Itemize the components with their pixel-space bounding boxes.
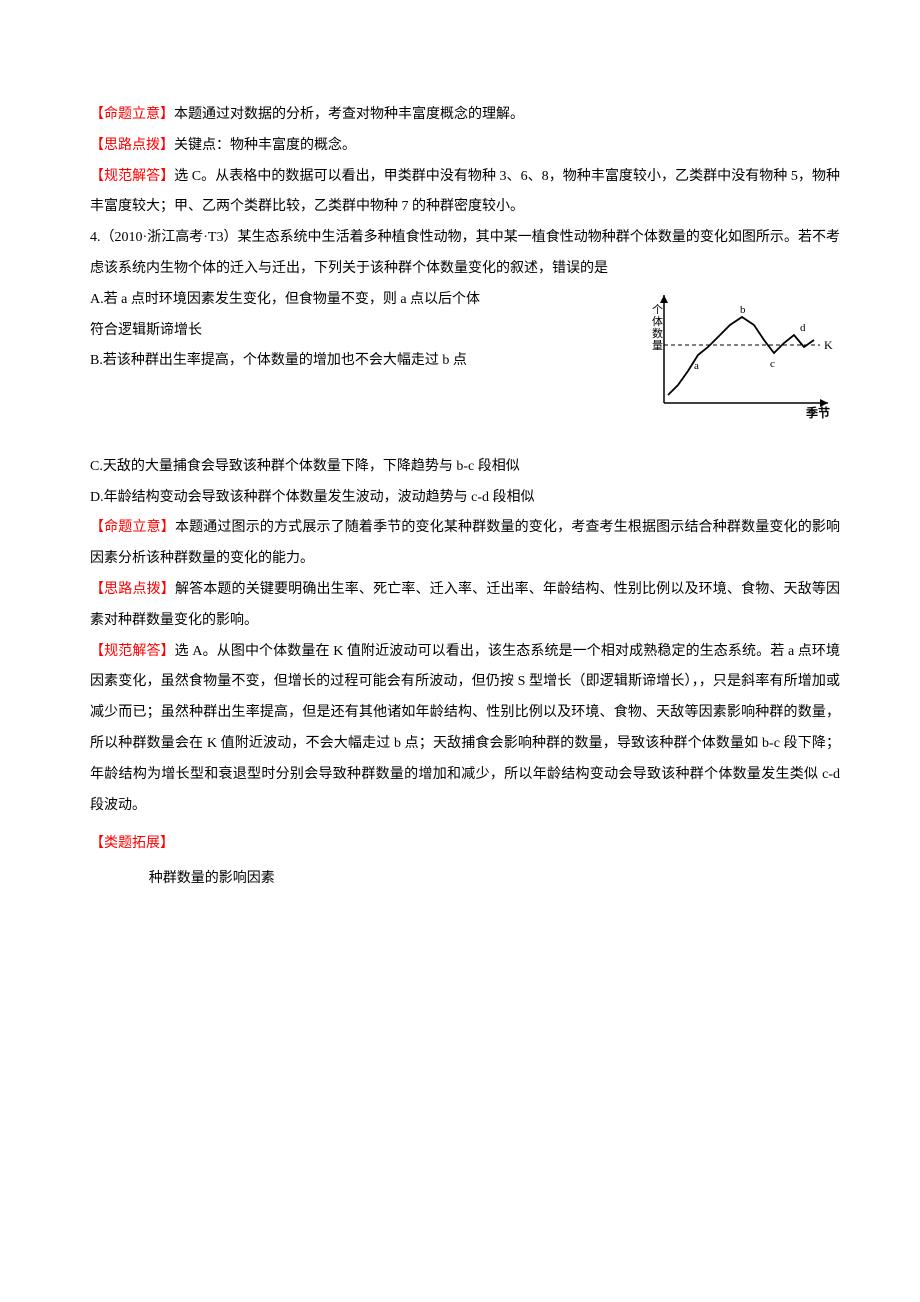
q4-options-block: 个 体 数 量 K a b c d 季节 A.若 a 点时环境因素发生变化，但食…	[90, 285, 840, 428]
point-d: d	[800, 322, 806, 334]
population-chart-svg: 个 体 数 量 K a b c d 季节	[650, 285, 840, 420]
extension-subtitle: 种群数量的影响因素	[90, 864, 840, 895]
q4-hint: 【思路点拨】解答本题的关键要明确出生率、死亡率、迁入率、迁出率、年龄结构、性别比…	[90, 575, 840, 637]
q3-hint: 【思路点拨】关键点：物种丰富度的概念。	[90, 131, 840, 162]
intent-text: 本题通过对数据的分析，考查对物种丰富度概念的理解。	[174, 107, 524, 122]
q4-answer: 【规范解答】选 A。从图中个体数量在 K 值附近波动可以看出，该生态系统是一个相…	[90, 637, 840, 822]
q4-hint-text: 解答本题的关键要明确出生率、死亡率、迁入率、迁出率、年龄结构、性别比例以及环境、…	[90, 582, 840, 628]
q4-prefix: 4.（2010·浙江高考·T3）	[90, 230, 237, 245]
q4-intent-text: 本题通过图示的方式展示了随着季节的变化某种群数量的变化，考查考生根据图示结合种群…	[90, 520, 840, 566]
q4-stem: 4.（2010·浙江高考·T3）某生态系统中生活着多种植食性动物，其中某一植食性…	[90, 223, 840, 285]
q4-intent: 【命题立意】本题通过图示的方式展示了随着季节的变化某种群数量的变化，考查考生根据…	[90, 513, 840, 575]
point-b: b	[740, 304, 746, 316]
q3-intent: 【命题立意】本题通过对数据的分析，考查对物种丰富度概念的理解。	[90, 100, 840, 131]
hint-text: 关键点：物种丰富度的概念。	[174, 138, 356, 153]
point-c: c	[770, 358, 775, 370]
y-axis-char2: 体	[652, 314, 663, 328]
q4-intent-label: 【命题立意】	[90, 520, 175, 535]
q4-optD: D.年龄结构变动会导致该种群个体数量发生波动，波动趋势与 c-d 段相似	[90, 483, 840, 514]
intent-label: 【命题立意】	[90, 107, 174, 122]
extension-label-text: 【类题拓展】	[90, 836, 174, 851]
hint-label: 【思路点拨】	[90, 138, 174, 153]
x-axis-label: 季节	[805, 405, 830, 420]
y-axis-char3: 数	[652, 327, 663, 340]
y-axis-char4: 量	[652, 339, 663, 352]
k-label: K	[824, 338, 833, 352]
y-axis-char1: 个	[652, 303, 663, 316]
q3-answer: 【规范解答】选 C。从表格中的数据可以看出，甲类群中没有物种 3、6、8，物种丰…	[90, 162, 840, 224]
population-curve-figure: 个 体 数 量 K a b c d 季节	[650, 285, 840, 420]
q4-optC: C.天敌的大量捕食会导致该种群个体数量下降，下降趋势与 b-c 段相似	[90, 452, 840, 483]
point-a: a	[694, 360, 699, 372]
q4-answer-label: 【规范解答】	[90, 644, 175, 659]
document-page: 【命题立意】本题通过对数据的分析，考查对物种丰富度概念的理解。 【思路点拨】关键…	[0, 0, 920, 1302]
answer-label: 【规范解答】	[90, 169, 174, 184]
q4-hint-label: 【思路点拨】	[90, 582, 175, 597]
q4-answer-text: 选 A。从图中个体数量在 K 值附近波动可以看出，该生态系统是一个相对成熟稳定的…	[90, 644, 840, 813]
answer-text: 选 C。从表格中的数据可以看出，甲类群中没有物种 3、6、8，物种丰富度较小，乙…	[90, 169, 840, 215]
extension-label: 【类题拓展】	[90, 829, 840, 860]
